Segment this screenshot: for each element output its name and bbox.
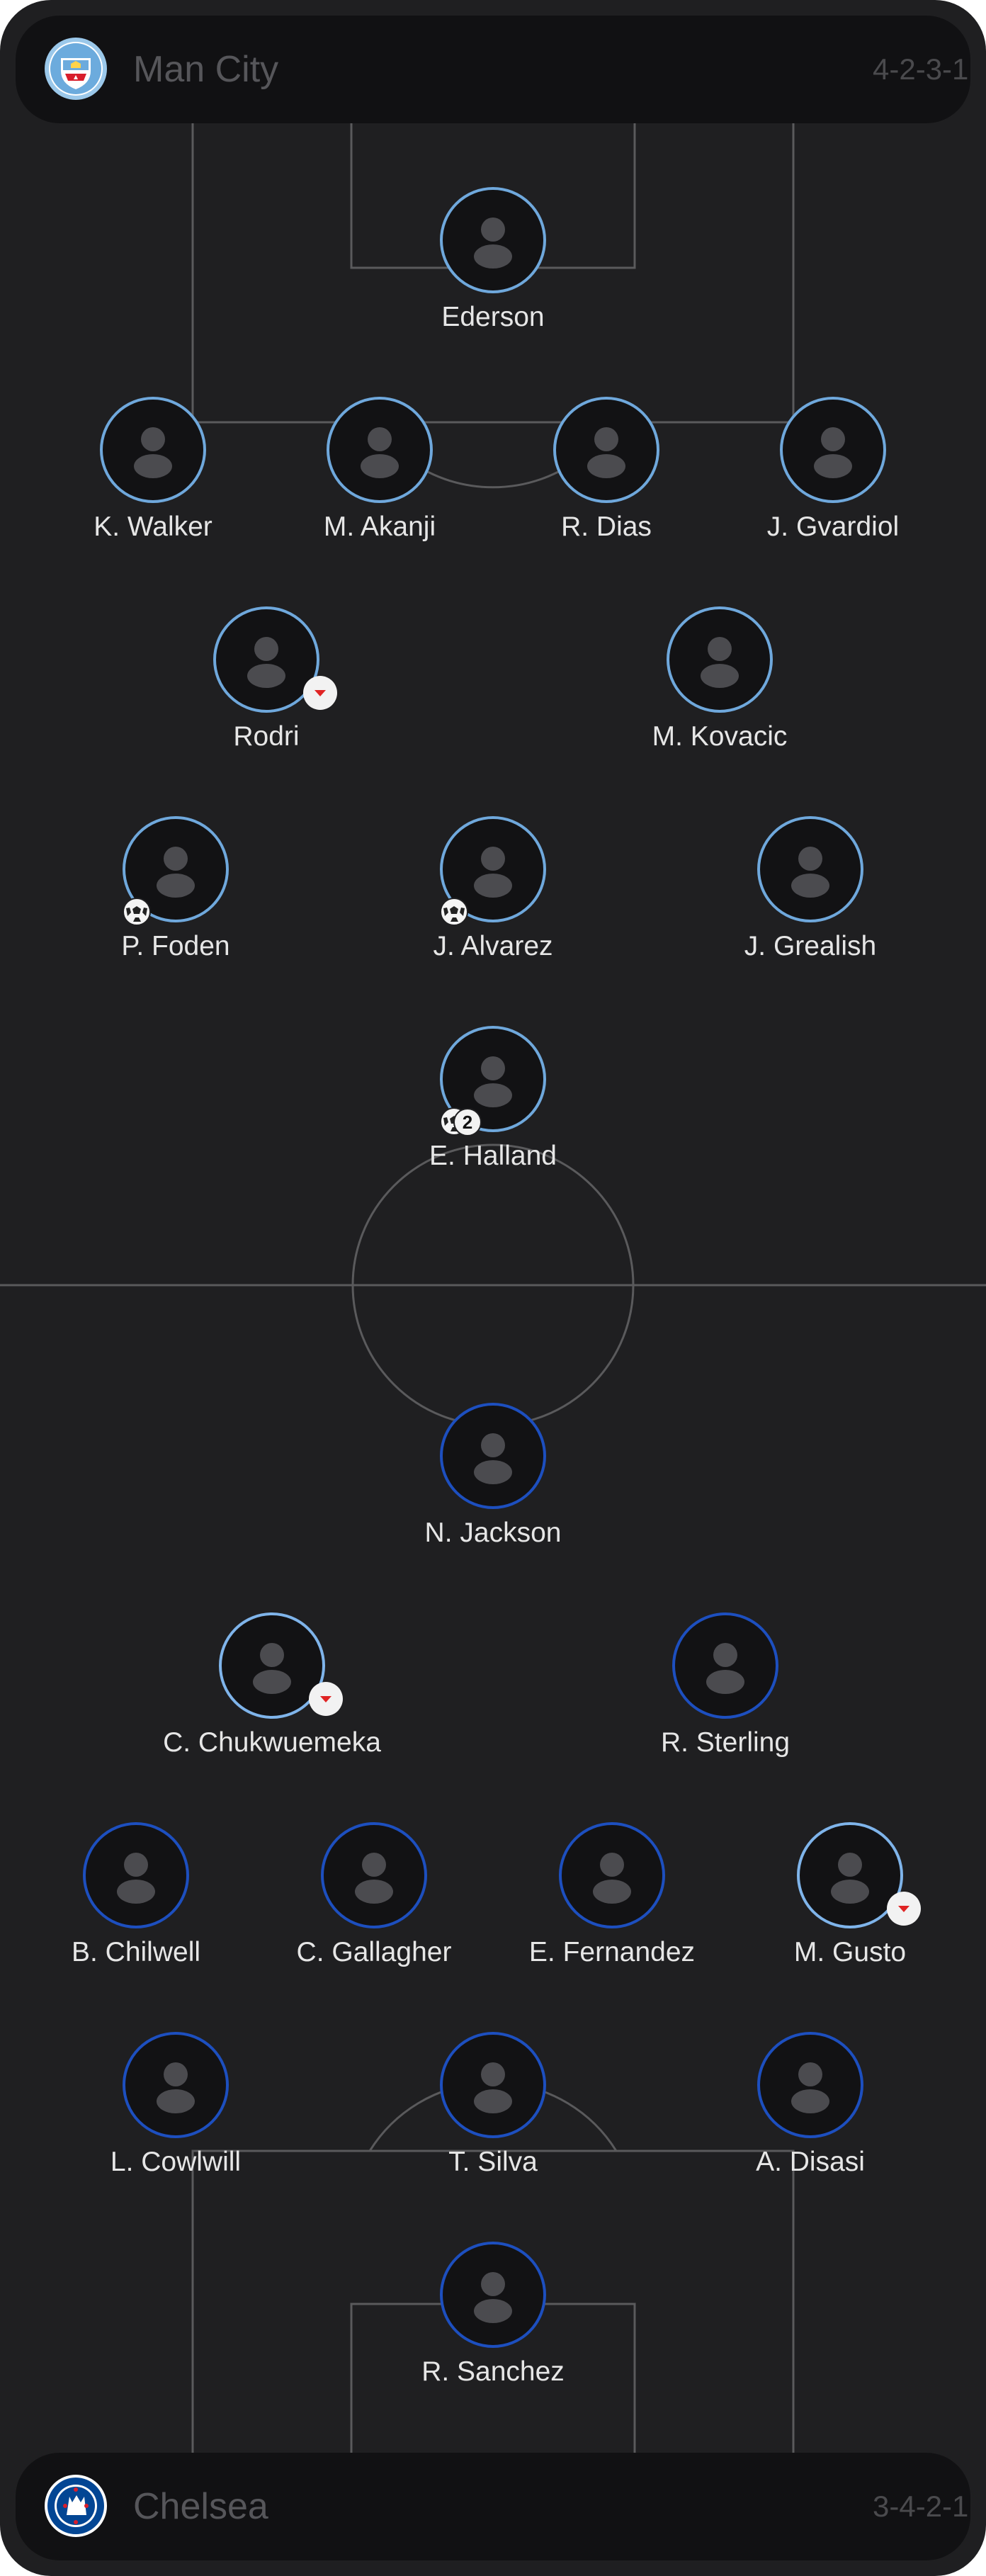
goal-ball-icon [439,897,469,927]
player-avatar[interactable] [672,1612,778,1719]
player-avatar[interactable] [553,397,659,503]
player-avatar[interactable] [327,397,433,503]
home-player[interactable]: R. Dias [458,397,755,567]
player-avatar[interactable] [321,1822,427,1928]
player-avatar[interactable] [757,2032,863,2138]
player-name: B. Chilwell [71,1937,201,1967]
player-name: J. Gvardiol [766,512,900,542]
player-avatar[interactable] [123,2032,229,2138]
player-name: E. Halland [429,1141,557,1171]
home-player[interactable]: M. Kovacic [571,606,868,776]
away-player[interactable]: C. Chukwuemeka [123,1612,421,1783]
away-player[interactable]: E. Fernandez [463,1822,761,1992]
away-formation: 3-4-2-1 [873,2490,969,2523]
player-avatar[interactable] [440,2242,546,2348]
away-player[interactable]: T. Silva [344,2032,642,2202]
away-player[interactable]: R. Sterling [577,1612,874,1783]
player-name: T. Silva [448,2147,538,2177]
player-name: Rodri [233,721,300,752]
player-avatar[interactable] [83,1822,189,1928]
player-avatar[interactable] [757,816,863,922]
away-player[interactable]: L. Cowlwill [27,2032,324,2202]
player-avatar[interactable] [213,606,319,713]
home-player[interactable]: K. Walker [4,397,302,567]
player-name: M. Kovacic [652,721,788,752]
player-name: Ederson [441,302,545,332]
home-player[interactable]: Ederson [344,187,642,357]
player-name: M. Gusto [793,1937,907,1967]
player-name: L. Cowlwill [110,2147,242,2177]
away-player[interactable]: M. Gusto [701,1822,986,1992]
player-avatar[interactable] [219,1612,325,1719]
player-name: R. Dias [561,512,652,542]
player-name: N. Jackson [424,1518,562,1548]
home-player[interactable]: J. Alvarez [344,816,642,986]
player-name: K. Walker [94,512,212,542]
home-player[interactable]: E. Halland 2 [344,1026,642,1196]
player-avatar[interactable] [559,1822,665,1928]
player-name: J. Grealish [744,931,877,961]
man-city-crest-icon [44,37,108,101]
home-team-name: Man City [133,49,279,90]
home-player[interactable]: J. Grealish [662,816,959,986]
player-avatar[interactable] [123,816,229,922]
away-player[interactable]: N. Jackson [344,1403,642,1573]
player-name: P. Foden [121,931,230,961]
home-team-header[interactable]: Man City 4-2-3-1 [16,16,970,123]
away-team-header[interactable]: Chelsea 3-4-2-1 [16,2453,970,2560]
player-name: J. Alvarez [433,931,553,961]
player-avatar[interactable] [780,397,886,503]
player-name: A. Disasi [756,2147,865,2177]
chelsea-crest-icon [44,2474,108,2538]
substitution-off-icon [887,1892,921,1926]
goal-ball-icon [122,897,152,927]
goal-count-badge: 2 [453,1108,482,1136]
player-name: R. Sanchez [421,2356,565,2387]
player-name: C. Chukwuemeka [163,1727,381,1758]
away-player[interactable]: R. Sanchez [344,2242,642,2412]
home-player[interactable]: M. Akanji [231,397,528,567]
player-avatar[interactable] [667,606,773,713]
substitution-off-icon [303,676,337,710]
away-player[interactable]: B. Chilwell [0,1822,285,1992]
player-avatar[interactable] [797,1822,903,1928]
substitution-off-icon [309,1682,343,1716]
player-name: R. Sterling [660,1727,790,1758]
player-name: E. Fernandez [528,1937,696,1967]
player-avatar[interactable] [100,397,206,503]
home-player[interactable]: P. Foden [27,816,324,986]
player-avatar[interactable] [440,2032,546,2138]
away-team-name: Chelsea [133,2486,268,2527]
home-player[interactable]: Rodri [118,606,415,776]
player-avatar[interactable] [440,1403,546,1509]
player-name: M. Akanji [323,512,436,542]
home-player[interactable]: J. Gvardiol [684,397,982,567]
away-player[interactable]: A. Disasi [662,2032,959,2202]
player-name: C. Gallagher [296,1937,452,1967]
player-avatar[interactable] [440,187,546,293]
away-player[interactable]: C. Gallagher [225,1822,523,1992]
home-formation: 4-2-3-1 [873,52,969,86]
